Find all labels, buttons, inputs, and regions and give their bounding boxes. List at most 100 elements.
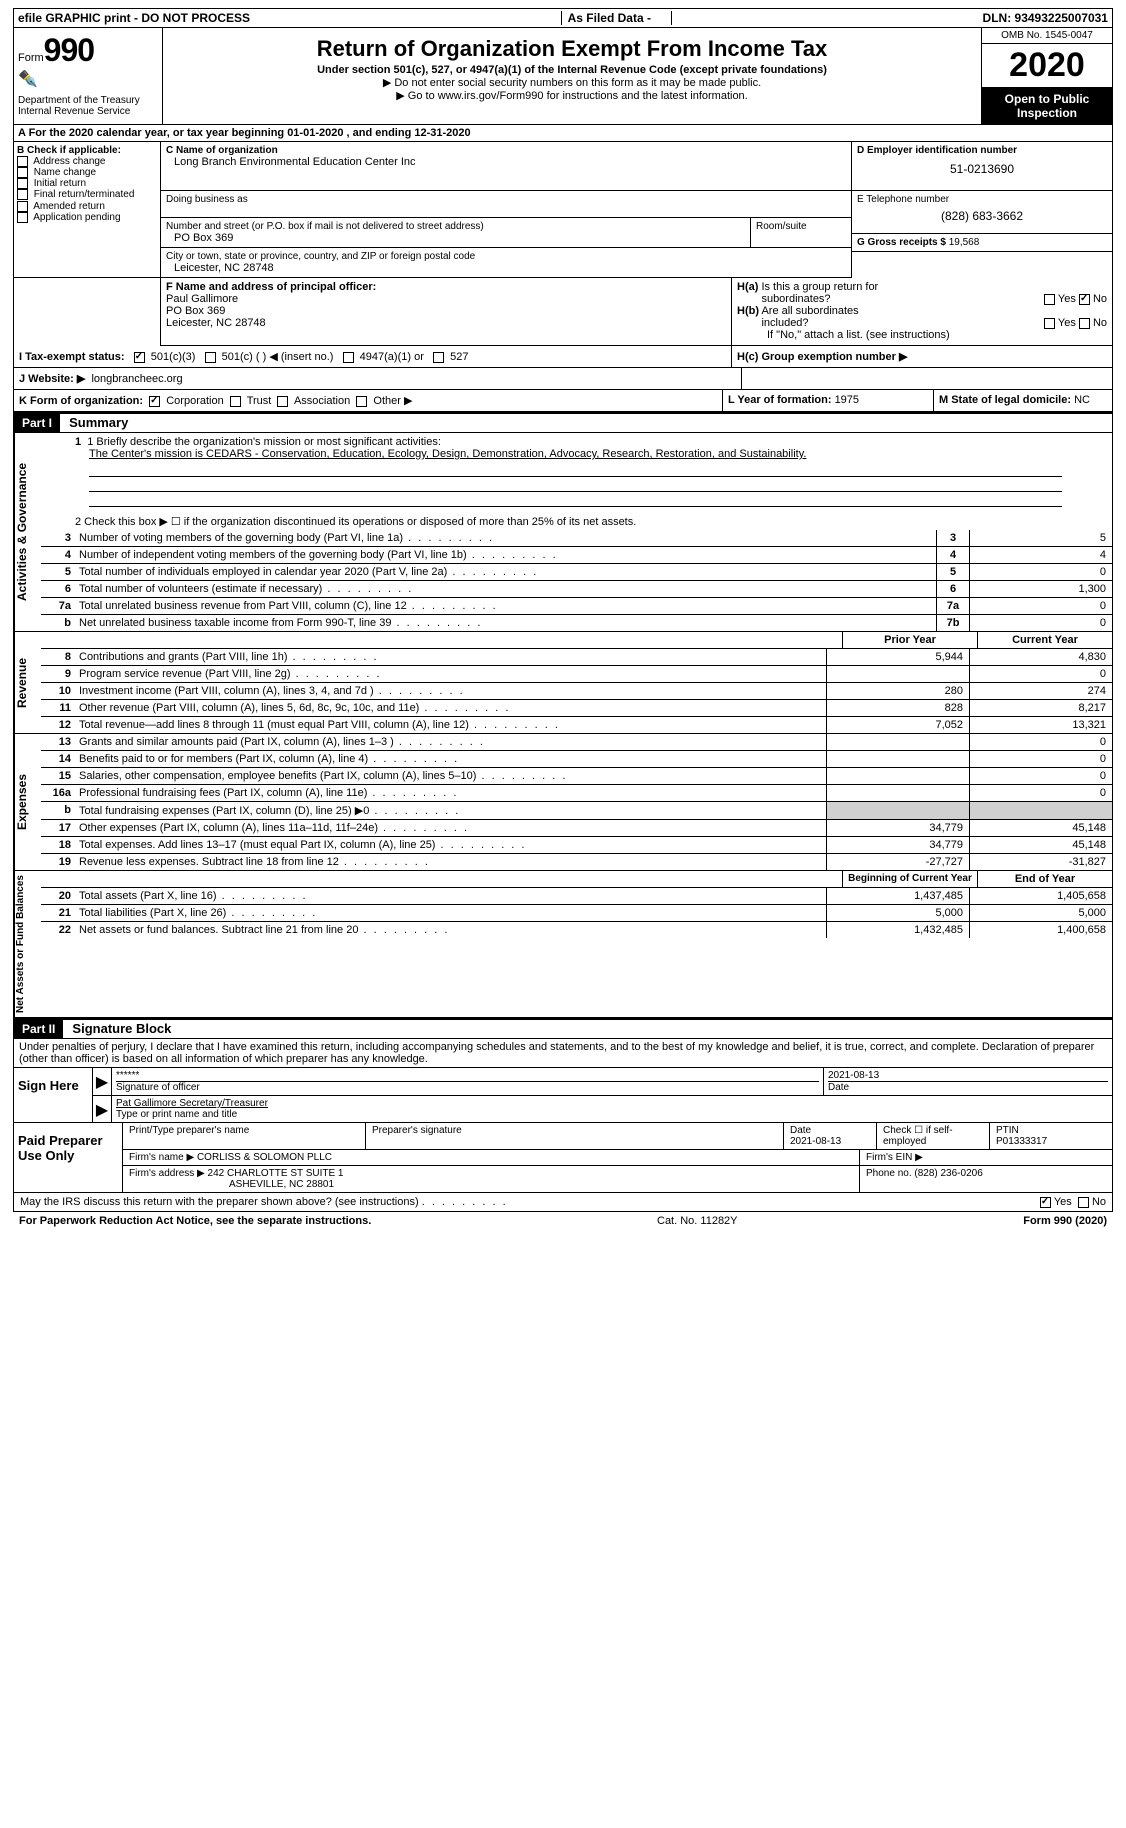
prior-year-value — [826, 666, 969, 682]
financial-row: 10Investment income (Part VIII, column (… — [41, 683, 1112, 700]
ha-no: No — [1093, 293, 1107, 305]
part1-header: Part I — [14, 414, 60, 432]
prior-year-value: 34,779 — [826, 837, 969, 853]
part2-header: Part II — [14, 1020, 63, 1038]
i-o2: 501(c) ( ) ◀ (insert no.) — [222, 351, 334, 363]
line-desc: Revenue less expenses. Subtract line 18 … — [75, 854, 826, 870]
financial-row: 15Salaries, other compensation, employee… — [41, 768, 1112, 785]
line-number: 15 — [41, 768, 75, 784]
irs-link[interactable]: www.irs.gov/Form990 — [438, 90, 544, 102]
side-revenue: Revenue — [14, 632, 41, 733]
f-label: F Name and address of principal officer: — [166, 281, 376, 293]
line-number: 16a — [41, 785, 75, 801]
part1-bar: Part I Summary — [13, 412, 1113, 433]
state-domicile: NC — [1074, 394, 1090, 406]
line-box: 7a — [936, 598, 969, 614]
line-desc: Other expenses (Part IX, column (A), lin… — [75, 820, 826, 836]
current-year-value: 1,405,658 — [969, 888, 1112, 904]
l-label: L Year of formation: — [728, 394, 835, 406]
phone: (828) 683-3662 — [857, 209, 1107, 223]
paid-preparer-label: Paid Preparer Use Only — [14, 1123, 123, 1192]
k-trust-checkbox[interactable] — [230, 396, 241, 407]
hb-yes: Yes — [1058, 317, 1076, 329]
street-label: Number and street (or P.O. box if mail i… — [166, 221, 484, 232]
current-year-value: 45,148 — [969, 820, 1112, 836]
current-year-value: 13,321 — [969, 717, 1112, 733]
current-year-value: -31,827 — [969, 854, 1112, 870]
line-number: 21 — [41, 905, 75, 921]
prior-year-value — [826, 734, 969, 750]
form-title: Return of Organization Exempt From Incom… — [169, 36, 975, 62]
mission-text: The Center's mission is CEDARS - Conserv… — [41, 448, 1112, 462]
line-desc: Salaries, other compensation, employee b… — [75, 768, 826, 784]
page-footer: For Paperwork Reduction Act Notice, see … — [13, 1212, 1113, 1230]
prior-year-value: 7,052 — [826, 717, 969, 733]
k-assoc-checkbox[interactable] — [277, 396, 288, 407]
prior-year-value — [826, 802, 969, 819]
end-year-header: End of Year — [977, 871, 1112, 887]
city: Leicester, NC 28748 — [166, 262, 274, 274]
hb-no: No — [1093, 317, 1107, 329]
financial-row: bTotal fundraising expenses (Part IX, co… — [41, 802, 1112, 820]
mission-label: 1 Briefly describe the organization's mi… — [87, 436, 441, 448]
financial-row: 11Other revenue (Part VIII, column (A), … — [41, 700, 1112, 717]
line-desc: Other revenue (Part VIII, column (A), li… — [75, 700, 826, 716]
i-501c3-checkbox[interactable] — [134, 352, 145, 363]
topbar-right: DLN: 93493225007031 — [983, 11, 1108, 25]
ha-no-checkbox[interactable] — [1079, 294, 1090, 305]
line-number: 9 — [41, 666, 75, 682]
ha-yes-checkbox[interactable] — [1044, 294, 1055, 305]
irs-discuss-row: May the IRS discuss this return with the… — [13, 1193, 1113, 1212]
hb-note: If "No," attach a list. (see instruction… — [737, 329, 1107, 341]
prior-year-value: -27,727 — [826, 854, 969, 870]
firm-label: Firm's name ▶ — [129, 1152, 197, 1163]
hb-yes-checkbox[interactable] — [1044, 318, 1055, 329]
line-desc: Total number of individuals employed in … — [75, 564, 936, 580]
b-checkbox[interactable] — [17, 201, 28, 212]
hb-no-checkbox[interactable] — [1079, 318, 1090, 329]
sign-here-block: Sign Here ▶ ****** Signature of officer … — [13, 1068, 1113, 1123]
j-label: J Website: ▶ — [19, 373, 85, 385]
sig-stars: ****** — [116, 1070, 139, 1081]
side-expenses: Expenses — [14, 734, 41, 870]
i-4947-checkbox[interactable] — [343, 352, 354, 363]
e-label: E Telephone number — [857, 194, 949, 205]
line-number: 19 — [41, 854, 75, 870]
line-number: 7a — [41, 598, 75, 614]
financial-row: 8Contributions and grants (Part VIII, li… — [41, 649, 1112, 666]
discuss-yes-checkbox[interactable] — [1040, 1197, 1051, 1208]
i-501c-checkbox[interactable] — [205, 352, 216, 363]
b-item: Name change — [17, 167, 157, 178]
b-checkbox[interactable] — [17, 189, 28, 200]
prior-year-value — [826, 751, 969, 767]
k-o1: Corporation — [166, 395, 223, 407]
i-527-checkbox[interactable] — [433, 352, 444, 363]
line-desc: Total liabilities (Part X, line 26) — [75, 905, 826, 921]
b-checkbox[interactable] — [17, 156, 28, 167]
line-desc: Total revenue—add lines 8 through 11 (mu… — [75, 717, 826, 733]
b-checkbox[interactable] — [17, 212, 28, 223]
line-desc: Total fundraising expenses (Part IX, col… — [75, 802, 826, 819]
financial-row: 21Total liabilities (Part X, line 26)5,0… — [41, 905, 1112, 922]
section-b: B Check if applicable: Address change Na… — [14, 142, 161, 278]
officer-printed-name: Pat Gallimore Secretary/Treasurer — [116, 1098, 268, 1109]
net-assets-section: Net Assets or Fund Balances Beginning of… — [13, 871, 1113, 1018]
d-label: D Employer identification number — [857, 145, 1017, 156]
b-checkbox[interactable] — [17, 178, 28, 189]
i-o1: 501(c)(3) — [151, 351, 196, 363]
section-d-e-g: D Employer identification number 51-0213… — [852, 142, 1112, 278]
discuss-no-checkbox[interactable] — [1078, 1197, 1089, 1208]
b-checkbox[interactable] — [17, 167, 28, 178]
current-year-value: 0 — [969, 666, 1112, 682]
firm-addr-label: Firm's address ▶ — [129, 1168, 208, 1179]
room-label: Room/suite — [751, 218, 851, 247]
k-corp-checkbox[interactable] — [149, 396, 160, 407]
line-box: 4 — [936, 547, 969, 563]
header-sub3: ▶ Go to www.irs.gov/Form990 for instruct… — [169, 89, 975, 102]
current-year-value: 0 — [969, 768, 1112, 784]
paid-preparer-block: Paid Preparer Use Only Print/Type prepar… — [13, 1123, 1113, 1193]
governance-row: 5Total number of individuals employed in… — [41, 564, 1112, 581]
k-other-checkbox[interactable] — [356, 396, 367, 407]
k-label: K Form of organization: — [19, 395, 143, 407]
line-number: 5 — [41, 564, 75, 580]
